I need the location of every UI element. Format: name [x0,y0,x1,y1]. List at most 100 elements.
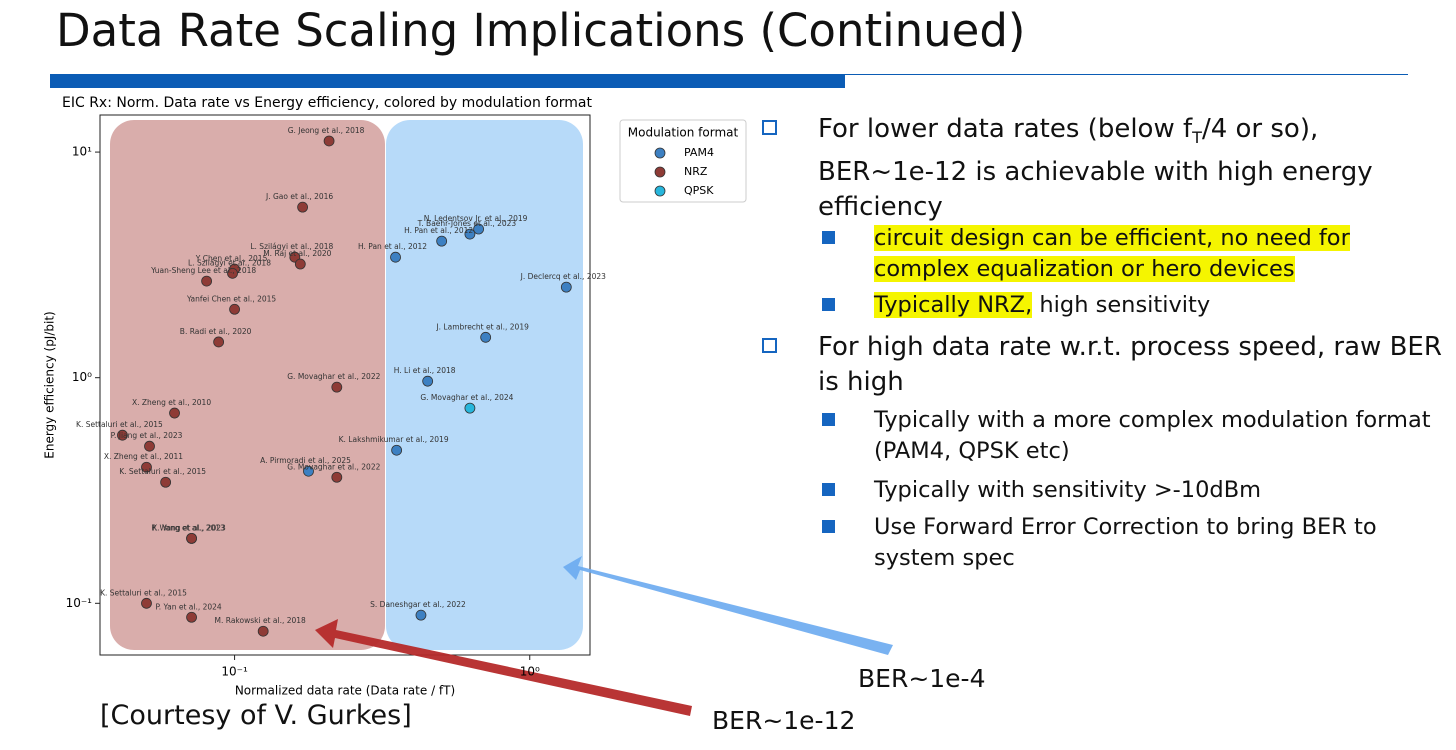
point-label: K. Lakshmikumar et al., 2019 [339,435,449,444]
point-label: G. Movaghar et al., 2022 [287,372,380,381]
data-point [186,611,197,623]
point-label: K. Settaluri et al., 2015 [76,420,163,429]
data-point [464,228,476,240]
point-label: P. Jiang et al., 2023 [111,431,183,440]
point-label: L. Szilágyi et al., 2018 [188,258,271,267]
sub-bullet: Typically with a more complex modulation… [822,405,1442,467]
legend-title: Modulation format [628,126,739,140]
data-point [323,135,335,147]
bullet-subscript: T [1192,128,1202,148]
data-point [186,532,197,544]
data-point [201,275,213,287]
point-label: P. Wang et al., 2023 [151,523,226,532]
data-point [464,402,476,414]
point-label: J. Lambrecht et al., 2019 [435,322,529,331]
bullet: For high data rate w.r.t. process speed,… [762,330,1442,400]
x-axis-label: Normalized data rate (Data rate / fT) [235,684,455,698]
point-label: B. Radi et al., 2020 [180,327,252,336]
point-label: P. Yan et al., 2024 [155,602,221,611]
point-label: L. Szilágyi et al., 2018 [250,242,333,251]
y-tick-label: 10¹ [72,145,92,159]
point-label: Yanfei Chen et al., 2015 [186,294,276,303]
red-arrow [315,619,692,716]
point-label: J. Declercq et al., 2023 [520,272,606,281]
legend-label: PAM4 [684,146,714,159]
point-label: M. Rakowski et al., 2018 [215,616,306,625]
point-label: H. Li et al., 2018 [394,366,456,375]
point-label: G. Jeong et al., 2018 [288,126,365,135]
sub-bullet-text: Typically with sensitivity >-10dBm [874,477,1262,503]
legend-label: NRZ [684,165,708,178]
data-point [436,235,448,247]
slide-title: Data Rate Scaling Implications (Continue… [56,4,1026,57]
data-point [331,471,343,483]
title-bar [50,74,845,88]
courtesy: [Courtesy of V. Gurkes] [100,700,412,731]
bullet-text: For lower data rates (below f [818,114,1193,144]
legend-marker [654,147,666,159]
data-point [169,407,180,419]
point-label: K. Settaluri et al., 2015 [119,467,206,476]
data-point [257,625,269,637]
x-tick-label: 10⁻¹ [221,665,248,679]
sub-bullet: Use Forward Error Correction to bring BE… [822,512,1442,574]
point-label: X. Zheng et al., 2011 [104,452,183,461]
legend-box [619,119,747,203]
point-label: H. Pan et al., 2012 [358,242,427,251]
data-point [560,281,572,293]
legend-marker [654,166,666,178]
point-label: M. Raj et al., 2020 [263,249,331,258]
bullet-text: /4 or so), BER~1e-12 is achievable with … [818,114,1373,223]
point-label: J. Gao et al., 2016 [265,192,333,201]
y-axis-label: Energy efficiency (pJ/bit) [43,311,57,458]
data-point [480,331,492,343]
point-label: H. Pan et al., 2012 [404,226,473,235]
sub-bullet-text: Typically with a more complex modulation… [874,407,1431,464]
bullet: For lower data rates (below fT/4 or so),… [762,112,1442,225]
data-point [294,258,306,270]
data-point [297,201,309,213]
pam4-region [386,120,583,650]
point-label: N. Ledentsov Jr. et al., 2019 [424,214,528,223]
data-point [391,444,403,456]
point-label: G. Movaghar et al., 2024 [420,393,513,402]
data-point [141,461,152,473]
point-label: Yuan-Sheng Lee et al., 2018 [150,266,256,275]
data-point [117,429,128,441]
point-label: G. Movaghar et al., 2022 [287,462,380,471]
sub-bullet: Typically with sensitivity >-10dBm [822,475,1442,506]
data-point [227,267,238,279]
nrz-region [110,120,385,650]
title-rule [845,74,1408,75]
legend-marker [654,185,666,197]
y-tick-label: 10⁰ [72,370,92,384]
data-point [144,440,155,452]
point-label: K. Settaluri et al., 2015 [100,588,187,597]
point-label: K. Yang et al., 2013 [152,523,225,532]
point-label: Y Chen et al., 2015 [195,254,268,263]
sub-bullet: circuit design can be efficient, no need… [822,223,1442,285]
bullet-text: For high data rate w.r.t. process speed,… [818,332,1442,397]
point-label: T. Baehr-Jones et al., 2023 [417,219,517,228]
data-point [141,597,152,609]
data-point [213,336,225,348]
point-label: X. Zheng et al., 2010 [132,398,211,407]
highlighted-text: Typically NRZ, [874,292,1033,318]
data-point [303,465,314,477]
legend-label: QPSK [684,184,714,197]
plot-frame [99,114,591,656]
y-tick-label: 10⁻¹ [66,596,93,610]
x-tick-label: 10⁰ [520,665,540,679]
data-point [331,381,343,393]
data-point [422,375,434,387]
annotation: BER~1e-12 [712,706,856,735]
data-point [229,303,240,315]
chart-title: EIC Rx: Norm. Data rate vs Energy effici… [62,95,592,111]
point-label: A. Pirmoradi et al., 2025 [260,456,351,465]
blue-arrow [563,556,893,655]
data-point [160,476,172,488]
data-point [473,223,485,235]
data-point [415,609,427,621]
